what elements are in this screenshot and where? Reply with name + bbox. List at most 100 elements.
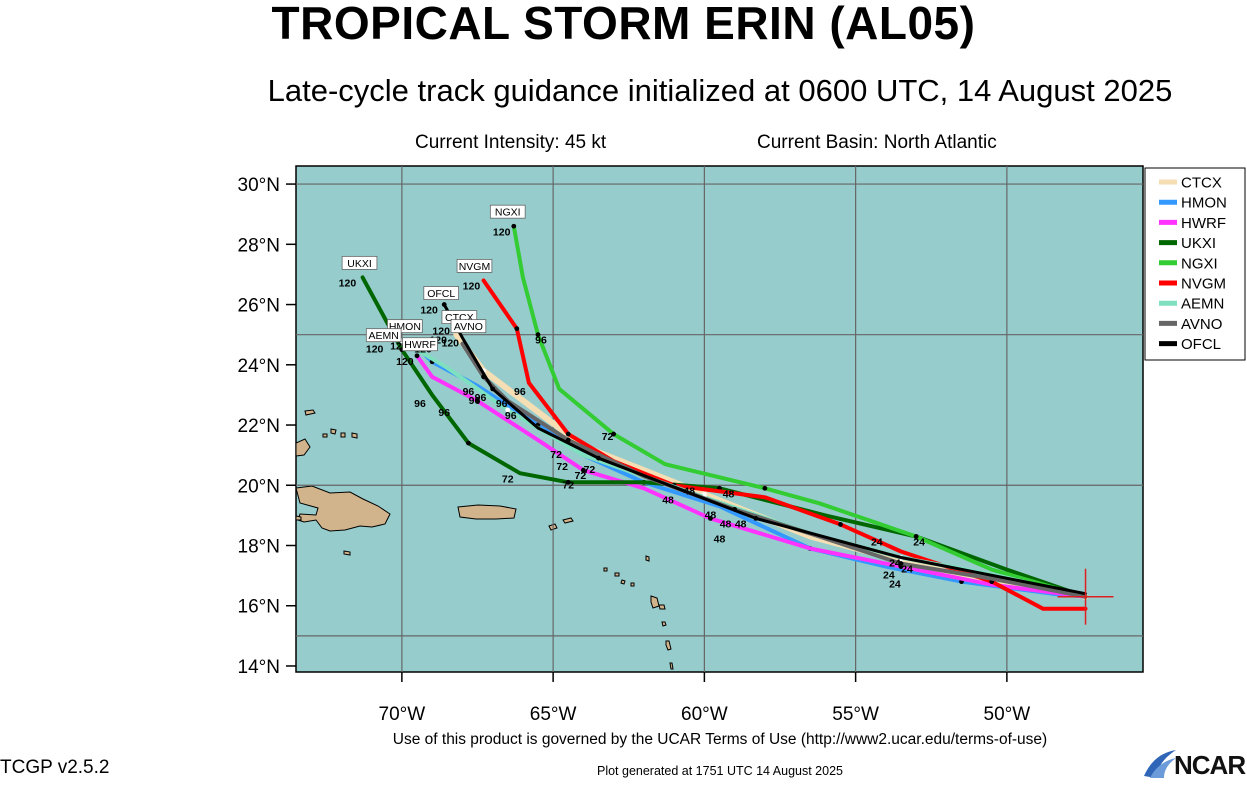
end-tag-hwrf: HWRF (404, 339, 436, 351)
lon-tick-label: 70°W (379, 704, 426, 725)
forecast-hour-label: 48 (735, 518, 747, 530)
forecast-hour-label: 72 (556, 461, 568, 473)
forecast-hour-label: 48 (714, 533, 726, 545)
legend-label-ngxi: NGXI (1181, 255, 1218, 272)
current-basin: Current Basin: North Atlantic (757, 132, 997, 153)
lon-tick-label: 55°W (832, 704, 879, 725)
end-tag-ukxi: UKXI (347, 258, 372, 270)
end-tag-box (402, 337, 438, 352)
track-point-ofcl (490, 386, 496, 392)
forecast-hour-label: 24 (889, 579, 901, 591)
puerto-rico-landmass (457, 504, 517, 520)
legend-label-hmon: HMON (1181, 195, 1227, 212)
lat-tick-label: 26°N (238, 296, 280, 317)
track-point-hwrf (580, 467, 586, 473)
track-point-nvgm (514, 326, 520, 332)
lat-lon-grid (296, 166, 1143, 672)
storm-position-marker (1057, 568, 1114, 625)
forecast-hour-label: 24 (883, 570, 895, 582)
track-point-ngxi (511, 223, 517, 229)
lat-tick-label: 16°N (238, 597, 280, 618)
track-point-ngxi (913, 534, 919, 539)
end-tag-avno: AVNO (454, 321, 483, 333)
forecast-hour-label: 72 (502, 473, 514, 485)
end-tag-aemn: AEMN (369, 330, 399, 342)
track-point-ngxi (535, 332, 541, 338)
end-tag-box (450, 319, 487, 334)
forecast-hour-label: 24 (901, 564, 913, 576)
forecast-hour-label: 72 (602, 431, 614, 443)
cuba-landmass (296, 438, 311, 457)
forecast-hour-label: 48 (683, 485, 695, 497)
track-point-aemn (505, 407, 511, 413)
forecast-hour-label: 48 (662, 494, 674, 506)
legend-label-aemn: AEMN (1181, 296, 1224, 313)
hispaniola-landmass (296, 485, 391, 532)
forecast-hour-label: 120 (396, 356, 414, 368)
legend-label-nvgm: NVGM (1181, 276, 1226, 293)
legend: CTCX HMON HWRF UKXI NGXI NVGM AEMN AVNO OFCL (1144, 167, 1246, 361)
track-point-ngxi (611, 431, 617, 437)
model-tracks (360, 223, 1089, 611)
forecast-hour-label: 120 (442, 338, 460, 350)
forecast-hour-label: 72 (550, 449, 562, 461)
lat-tick-label: 20°N (238, 476, 280, 497)
forecast-hour-label: 96 (438, 407, 450, 419)
legend-label-avno: AVNO (1181, 316, 1222, 333)
track-point-hwrf (475, 398, 480, 404)
track-point-nvgm (838, 522, 843, 527)
track-point-avno (898, 561, 904, 566)
forecast-hour-label: 72 (584, 464, 596, 476)
ncar-logo-icon (1144, 750, 1176, 778)
forecast-hour-label: 96 (414, 398, 426, 410)
forecast-hour-label: 96 (535, 335, 547, 347)
forecast-hour-label: 48 (720, 518, 732, 530)
lat-tick-label: 18°N (238, 537, 280, 558)
end-tag-ofcl: OFCL (427, 288, 455, 300)
lat-tick-label: 30°N (238, 175, 280, 196)
forecast-hour-label: 120 (339, 277, 357, 289)
track-point-ofcl (441, 302, 447, 307)
forecast-hour-label: 24 (889, 558, 901, 570)
end-tag-box (341, 255, 378, 270)
lat-tick-label: 14°N (238, 657, 280, 678)
track-point-ofcl (753, 515, 759, 521)
end-tag-box (365, 328, 402, 343)
legend-label-ctcx: CTCX (1181, 175, 1222, 192)
track-point-ukxi (466, 440, 471, 446)
chart-subtitle: Late-cycle track guidance initialized at… (267, 73, 1173, 108)
ncar-logo: NCAR (1142, 748, 1247, 780)
forecast-hour-label: 96 (463, 386, 475, 398)
track-point-nvgm (565, 431, 571, 437)
track-point-hwrf (414, 353, 420, 359)
end-tag-box (456, 259, 493, 273)
forecast-hour-label: 120 (420, 305, 438, 317)
track-point-ukxi (565, 479, 571, 485)
forecast-hour-label: 48 (723, 488, 735, 500)
forecast-hour-label: 72 (575, 470, 587, 482)
lat-tick-label: 22°N (238, 416, 280, 437)
ncar-logo-text: NCAR (1174, 750, 1246, 780)
current-intensity: Current Intensity: 45 kt (415, 132, 607, 153)
end-tag-box (423, 286, 459, 300)
track-point-ngxi (762, 485, 768, 491)
track-nvgm (481, 278, 1088, 611)
chart-title: TROPICAL STORM ERIN (AL05) (271, 0, 976, 49)
small-islands (296, 409, 674, 670)
forecast-hour-label: 96 (496, 398, 508, 410)
track-ngxi (511, 224, 1088, 599)
terms-of-use-note: Use of this product is governed by the U… (392, 731, 1048, 748)
track-point-ofcl (596, 455, 601, 461)
track-hwrf (415, 353, 1088, 599)
lon-tick-label: 65°W (530, 704, 577, 725)
forecast-hour-label: 120 (432, 326, 450, 338)
lat-tick-label: 24°N (238, 356, 280, 377)
end-tag-nvgm: NVGM (459, 261, 491, 273)
forecast-hour-label: 24 (913, 537, 925, 549)
end-tag-box (489, 204, 526, 219)
generated-timestamp: Plot generated at 1751 UTC 14 August 202… (596, 764, 843, 778)
forecast-hour-label: 24 (871, 537, 883, 549)
